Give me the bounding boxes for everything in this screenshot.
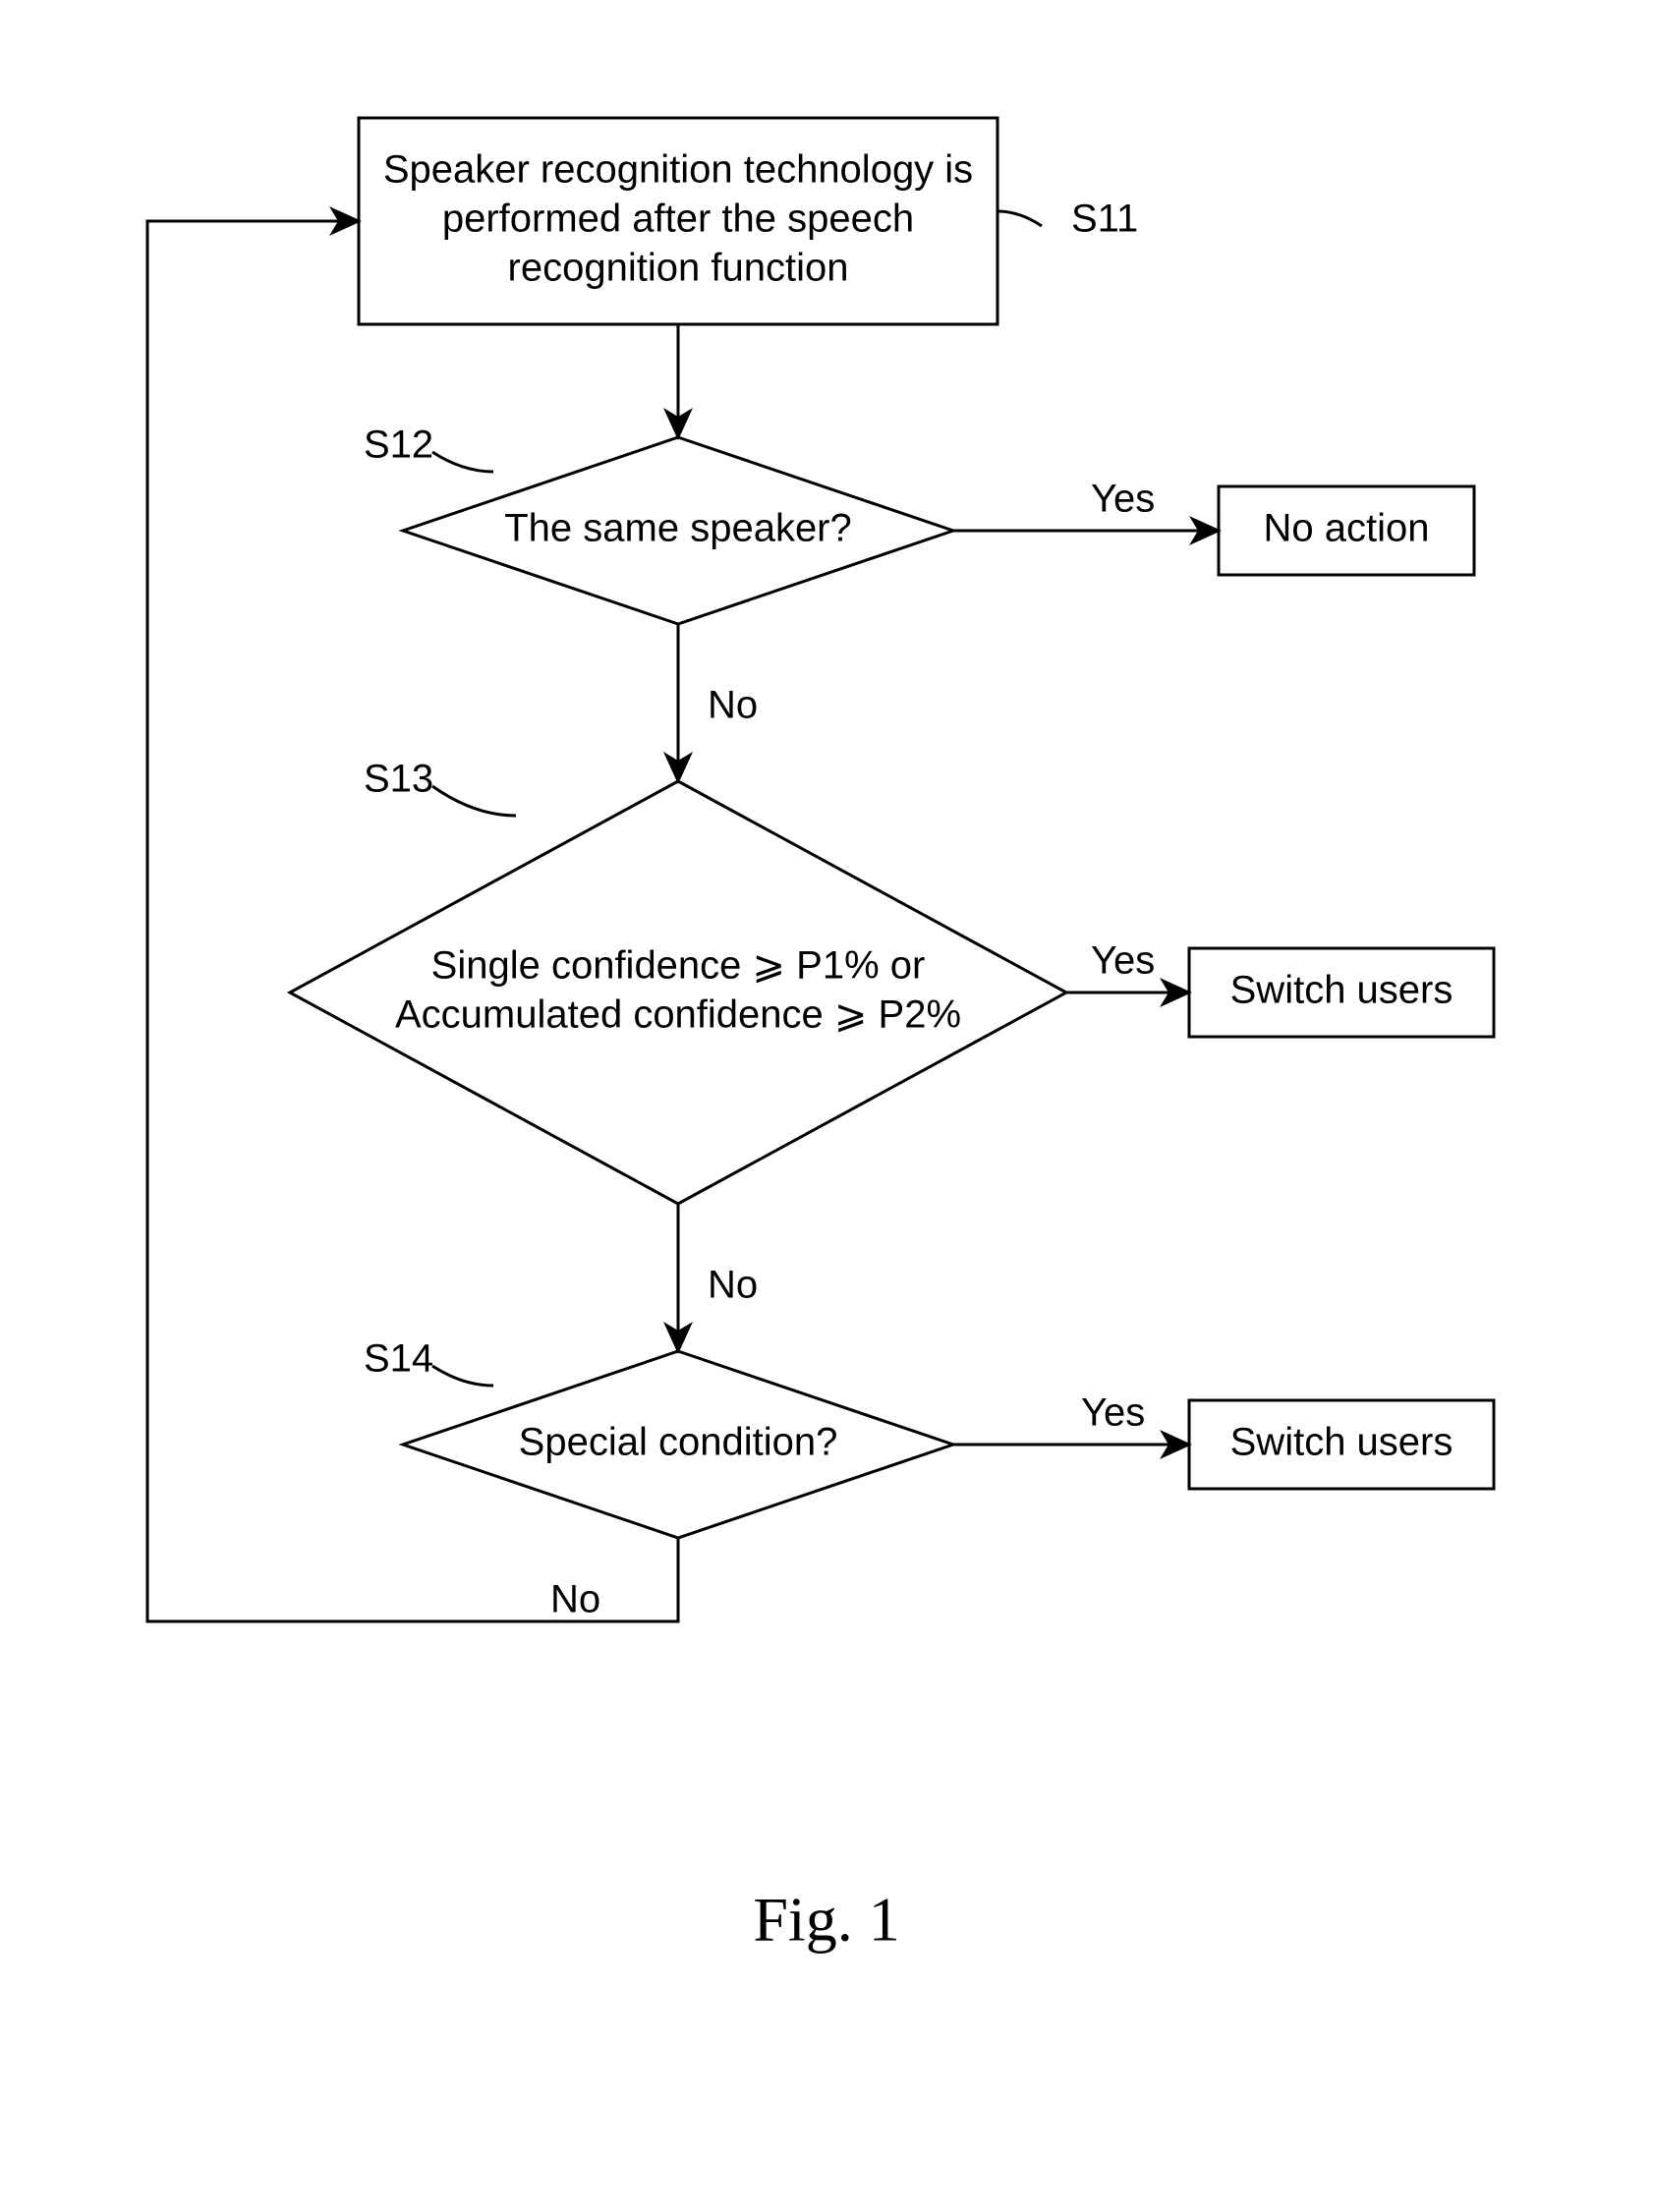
labels: S11 S12 S13 S14 — [364, 198, 1138, 1386]
node-switch2: Switch users — [1189, 1400, 1494, 1489]
node-no_action: No action — [1219, 486, 1474, 575]
node-s13-text-line-1: Accumulated confidence ⩾ P2% — [395, 993, 961, 1037]
edge-label-3: No — [708, 1264, 758, 1307]
node-switch1-text-line-0: Switch users — [1230, 969, 1454, 1012]
node-switch2-text-line-0: Switch users — [1230, 1421, 1454, 1464]
nodes: Speaker recognition technology is perform… — [290, 118, 1494, 1538]
label-leader-s11 — [998, 211, 1042, 226]
figure-caption: Fig. 1 — [753, 1885, 899, 1955]
node-s11-text-line-1: performed after the speech — [442, 198, 914, 241]
node-s12-text-line-0: The same speaker? — [504, 507, 852, 550]
node-s14-text-line-0: Special condition? — [519, 1421, 838, 1464]
node-s11: Speaker recognition technology is perform… — [359, 118, 998, 324]
node-s11-text-line-0: Speaker recognition technology is — [383, 148, 973, 192]
label-leader-s14 — [432, 1366, 493, 1386]
edge-label-2: Yes — [1091, 478, 1155, 521]
edge-label-1: No — [708, 684, 758, 727]
node-no_action-text-line-0: No action — [1264, 507, 1430, 550]
edge-label-5: Yes — [1081, 1391, 1145, 1435]
step-label-s14: S14 — [364, 1337, 433, 1381]
node-s11-text-line-2: recognition function — [508, 247, 849, 290]
edge-label-4: Yes — [1091, 939, 1155, 983]
node-s12: The same speaker? — [403, 437, 953, 624]
step-label-s12: S12 — [364, 424, 433, 467]
step-label-s11: S11 — [1071, 198, 1138, 241]
node-switch1: Switch users — [1189, 948, 1494, 1037]
edges: No Yes No Yes Yes No — [147, 221, 1219, 1621]
flowchart-canvas: No Yes No Yes Yes No Speaker recognition tech… — [0, 0, 1653, 2212]
edge-label-6: No — [550, 1578, 600, 1621]
node-s13: Single confidence ⩾ P1% or Accumulated co… — [290, 781, 1066, 1204]
node-s14: Special condition? — [403, 1351, 953, 1538]
label-leader-s12 — [432, 452, 493, 472]
label-leader-s13 — [432, 786, 516, 816]
step-label-s13: S13 — [364, 758, 433, 801]
node-s13-text-line-0: Single confidence ⩾ P1% or — [431, 944, 926, 988]
